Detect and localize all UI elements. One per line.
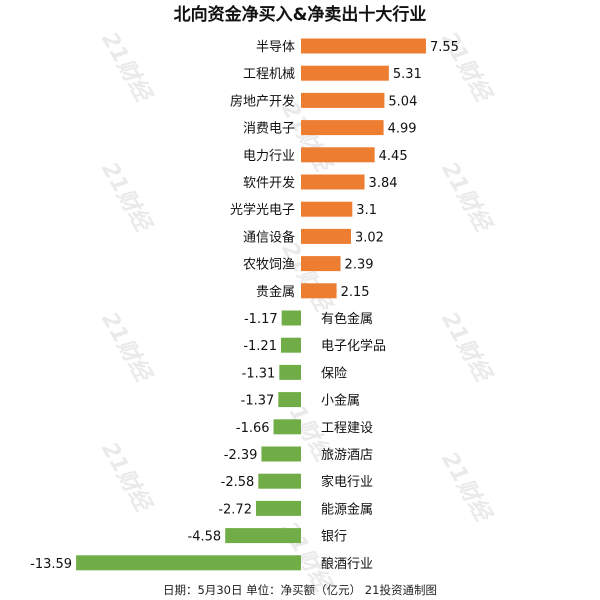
value-label: -1.21 bbox=[243, 339, 277, 354]
value-label: 2.39 bbox=[345, 258, 374, 273]
value-label: -1.37 bbox=[241, 394, 275, 409]
bar-1 bbox=[301, 38, 426, 54]
category-label: 工程建设 bbox=[321, 421, 373, 436]
category-label: 半导体 bbox=[256, 40, 295, 55]
category-label: 通信设备 bbox=[243, 229, 295, 245]
watermark: 21财经 bbox=[436, 158, 497, 238]
value-label: -1.31 bbox=[242, 366, 276, 381]
category-label: 酿酒行业 bbox=[321, 556, 373, 572]
value-label: -13.59 bbox=[30, 557, 72, 572]
category-label: 有色金属 bbox=[321, 311, 373, 327]
value-label: 4.99 bbox=[388, 122, 417, 137]
category-label: 家电行业 bbox=[321, 474, 373, 490]
value-label: -2.72 bbox=[218, 502, 252, 517]
category-label: 工程机械 bbox=[243, 67, 295, 82]
category-label: 能源金属 bbox=[321, 501, 373, 517]
bar-19 bbox=[225, 528, 301, 544]
value-label: 3.02 bbox=[355, 230, 384, 245]
watermark: 21财经 bbox=[96, 158, 157, 238]
value-label: 5.31 bbox=[393, 67, 422, 82]
bar-20 bbox=[76, 555, 301, 571]
category-label: 农牧饲渔 bbox=[243, 258, 295, 273]
bar-18 bbox=[255, 500, 301, 516]
watermark: 21财经 bbox=[276, 238, 337, 318]
bar-11 bbox=[281, 310, 301, 326]
bar-4 bbox=[301, 120, 384, 136]
category-label: 旅游酒店 bbox=[321, 448, 373, 463]
watermark: 21财经 bbox=[96, 28, 157, 108]
category-label: 银行 bbox=[321, 530, 347, 545]
bar-17 bbox=[258, 473, 301, 489]
bar-2 bbox=[301, 65, 389, 81]
bar-6 bbox=[301, 174, 365, 190]
category-label: 软件开发 bbox=[243, 175, 295, 191]
watermark: 21财经 bbox=[436, 308, 497, 388]
category-label: 电子化学品 bbox=[321, 338, 386, 354]
value-label: 4.45 bbox=[379, 149, 408, 164]
value-label: 3.1 bbox=[356, 203, 377, 218]
watermark: 21财经 bbox=[436, 448, 497, 528]
watermark: 21财经 bbox=[276, 98, 337, 178]
value-label: 5.04 bbox=[388, 94, 417, 109]
value-label: -4.58 bbox=[188, 530, 222, 545]
value-label: -2.58 bbox=[221, 475, 255, 490]
bar-9 bbox=[301, 256, 341, 272]
category-label: 消费电子 bbox=[243, 122, 295, 137]
chart-title: 北向资金净买入&净卖出十大行业 bbox=[174, 4, 427, 25]
category-label: 贵金属 bbox=[256, 284, 295, 300]
value-label: 7.55 bbox=[430, 40, 459, 55]
watermark: 21财经 bbox=[96, 308, 157, 388]
chart-footer: 日期：5月30日 单位：净买额（亿元） 21投资通制图 bbox=[163, 583, 437, 597]
category-label: 小金属 bbox=[321, 393, 360, 409]
bar-5 bbox=[301, 147, 375, 163]
value-label: -1.66 bbox=[236, 421, 270, 436]
watermark: 21财经 bbox=[96, 438, 157, 518]
bar-3 bbox=[301, 92, 385, 108]
bar-16 bbox=[261, 446, 301, 462]
bar-15 bbox=[273, 419, 301, 435]
category-label: 电力行业 bbox=[243, 149, 295, 164]
bar-7 bbox=[301, 201, 353, 217]
value-label: 3.84 bbox=[369, 176, 398, 191]
category-label: 保险 bbox=[321, 366, 347, 381]
bar-13 bbox=[279, 364, 301, 380]
category-label: 光学光电子 bbox=[230, 202, 295, 218]
value-label: -2.39 bbox=[224, 448, 258, 463]
bar-10 bbox=[301, 283, 337, 299]
bar-12 bbox=[280, 337, 301, 353]
bar-14 bbox=[278, 392, 301, 408]
value-label: 2.15 bbox=[341, 285, 370, 300]
category-label: 房地产开发 bbox=[230, 93, 295, 109]
value-label: -1.17 bbox=[244, 312, 278, 327]
bars-layer: 半导体 7.55 工程机械 5.31 房地产开发 5.04 消费电子 4.99 电力行业 4.45… bbox=[30, 38, 459, 572]
bar-8 bbox=[301, 228, 351, 244]
